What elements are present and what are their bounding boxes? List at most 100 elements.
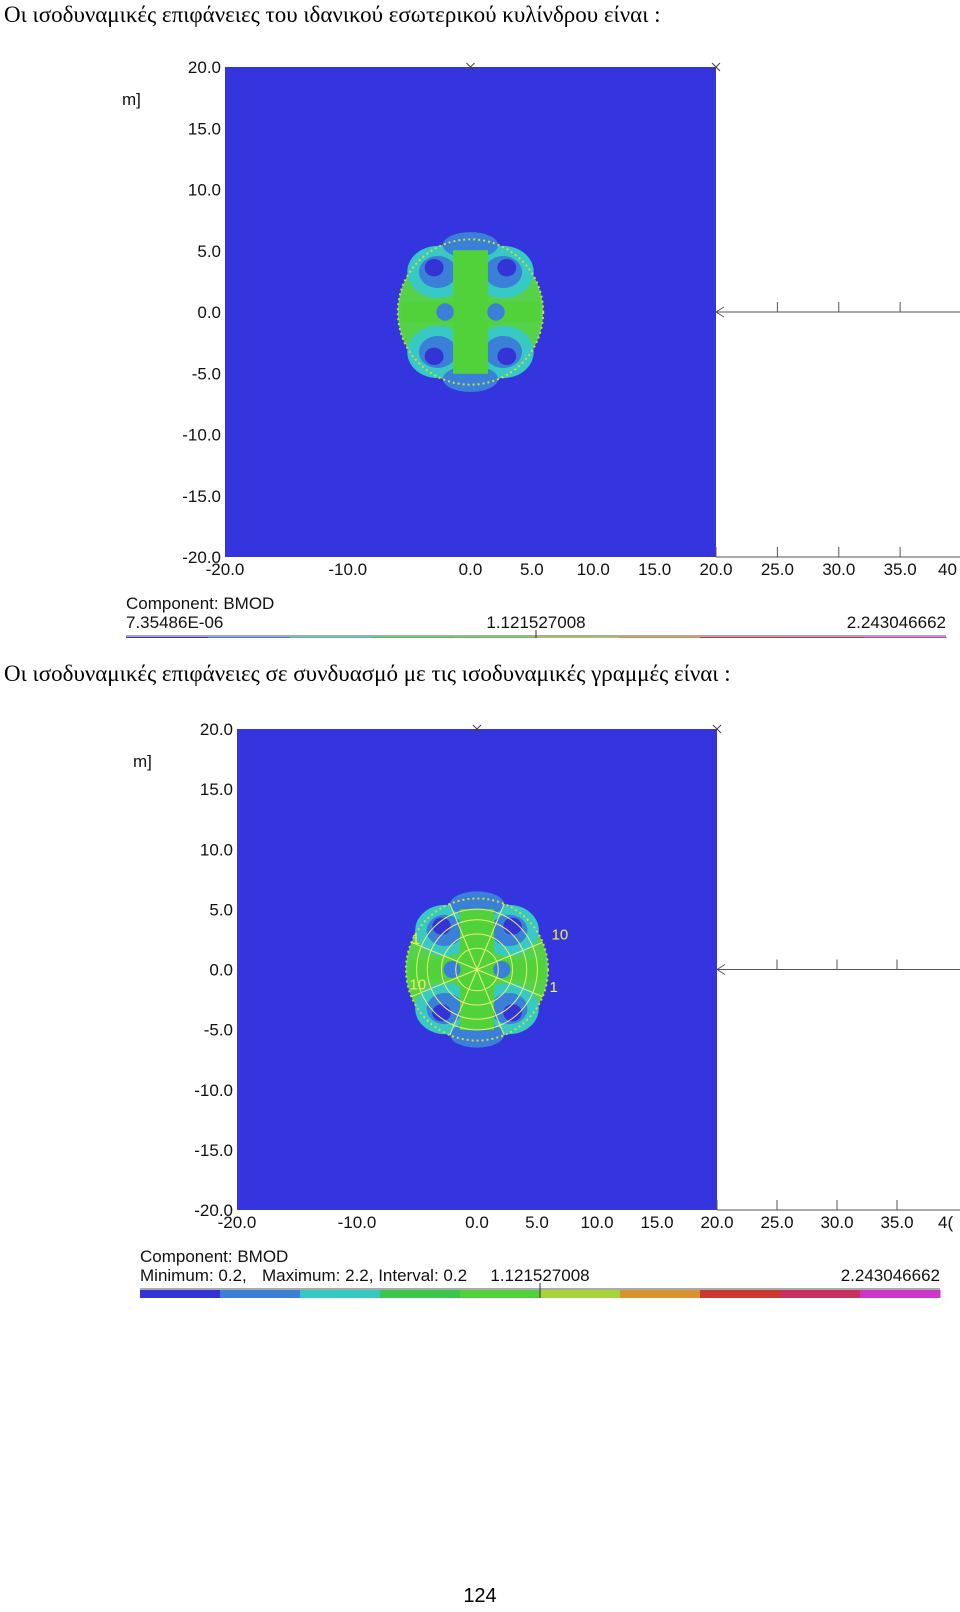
- contour-ray: [449, 969, 478, 1036]
- axis-marker: [711, 62, 721, 72]
- y-tick-label: -5.0: [192, 364, 221, 383]
- lobe-core: [497, 347, 517, 366]
- axis-arrow: [715, 306, 725, 318]
- x-tick-label: 30.0: [822, 560, 855, 579]
- side-spot-right: [487, 303, 505, 321]
- lobe-core: [497, 258, 517, 277]
- cylinder-rim: [396, 238, 545, 386]
- cross-horizontal: [401, 301, 540, 323]
- color-scale-band: [540, 1290, 621, 1298]
- legend-max: 2.243046662: [847, 613, 946, 632]
- y-tick-label: 10.0: [200, 840, 233, 859]
- caption-second: Οι ισοδυναμικές επιφάνειες σε συνδυασμό …: [4, 661, 731, 686]
- legend-component: Component: BMOD: [140, 1247, 288, 1266]
- x-tick-label: 30.0: [820, 1213, 853, 1232]
- x-tick-label: 15.0: [640, 1213, 673, 1232]
- y-tick-label: -20.0: [194, 1201, 233, 1220]
- x-tick-label: -10.0: [328, 560, 367, 579]
- color-scale-band: [782, 637, 865, 638]
- color-scale-band: [864, 637, 947, 638]
- color-scale-band: [700, 637, 783, 638]
- y-tick-label: 10.0: [188, 181, 221, 200]
- color-scale-band: [372, 637, 455, 638]
- cylinder-rim: [404, 897, 550, 1042]
- color-scale-band: [380, 1290, 461, 1298]
- y-tick-label: -10.0: [182, 426, 221, 445]
- contour-ray: [476, 941, 543, 970]
- x-tick-label: 20.0: [699, 560, 732, 579]
- axis-marker: [712, 724, 722, 734]
- y-axis-unit-fragment: m]: [122, 90, 141, 109]
- contour-ring: [426, 919, 528, 1020]
- contour-ray: [476, 969, 543, 998]
- color-scale-band: [300, 1290, 381, 1298]
- legend-mid: 1.121527008: [486, 613, 585, 632]
- color-scale-band: [536, 637, 619, 638]
- y-tick-label: 5.0: [209, 900, 233, 919]
- figure-2: 10 10 1 1 20.0 15.0 10.0 5.0 0.0 -5.0 -10.0 -15.0 -2…: [0, 718, 960, 1298]
- lobe-core: [424, 258, 444, 277]
- contour-ring: [440, 933, 514, 1006]
- contour-label: 1: [412, 931, 420, 948]
- axis-arrow: [716, 964, 726, 975]
- contour-ring: [455, 947, 499, 992]
- y-tick-label: -20.0: [182, 548, 221, 567]
- contour-ray: [411, 941, 478, 970]
- contour-ray: [476, 903, 505, 970]
- side-spot-right: [493, 960, 511, 979]
- color-scale-band: [220, 1290, 301, 1298]
- x-tick-label: 35.0: [884, 560, 917, 579]
- contour-ray: [449, 903, 478, 970]
- color-scale-band: [140, 1290, 221, 1298]
- color-scale-band: [620, 1290, 701, 1298]
- legend-component: Component: BMOD: [126, 594, 274, 613]
- y-tick-label: -15.0: [194, 1141, 233, 1160]
- cylinder-field-pattern: [396, 232, 545, 392]
- legend-extra: Maximum: 2.2, Interval: 0.2: [262, 1266, 467, 1285]
- color-scale-band: [700, 1290, 781, 1298]
- equipotential-plot-1: 20.0 15.0 10.0 5.0 0.0 -5.0 -10.0 -15.0 -20.0 m] -…: [122, 58, 960, 638]
- contour-ray: [476, 969, 505, 1036]
- x-tick-label: 0.0: [465, 1213, 489, 1232]
- x-tick-label: 5.0: [525, 1213, 549, 1232]
- side-spot-left: [436, 303, 454, 321]
- y-tick-label: 20.0: [188, 58, 221, 77]
- x-tick-label: 0.0: [459, 560, 483, 579]
- color-scale-band: [460, 1290, 541, 1298]
- x-tick-label: 20.0: [700, 1213, 733, 1232]
- x-tick-label: -20.0: [206, 560, 245, 579]
- x-tick-label: 25.0: [761, 560, 794, 579]
- y-axis-unit-fragment: m]: [133, 752, 152, 771]
- y-tick-label: -10.0: [194, 1081, 233, 1100]
- page-number: 124: [463, 1585, 497, 1607]
- color-scale-band: [208, 637, 291, 638]
- x-tick-label: 4(: [938, 1213, 953, 1232]
- color-scale-band: [126, 637, 209, 638]
- figure-1: 20.0 15.0 10.0 5.0 0.0 -5.0 -10.0 -15.0 -20.0 m] -…: [0, 58, 960, 638]
- side-spot-left: [443, 960, 461, 979]
- color-scale-band: [780, 1290, 861, 1298]
- contour-ring: [416, 908, 538, 1031]
- x-tick-label: 25.0: [760, 1213, 793, 1232]
- y-tick-label: -5.0: [204, 1021, 233, 1040]
- caption-first: Οι ισοδυναμικές επιφάνειες του ιδανικού …: [4, 2, 661, 27]
- x-tick-label: 35.0: [880, 1213, 913, 1232]
- y-tick-label: 5.0: [197, 242, 221, 261]
- x-tick-label: 15.0: [638, 560, 671, 579]
- y-tick-label: 0.0: [197, 303, 221, 322]
- color-scale-band: [290, 637, 373, 638]
- axis-marker: [472, 724, 482, 734]
- x-tick-label: 10.0: [577, 560, 610, 579]
- axis-marker: [466, 62, 475, 72]
- color-scale-band: [454, 637, 537, 638]
- legend-min: Minimum: 0.2,: [140, 1266, 247, 1285]
- contour-ray: [411, 969, 478, 998]
- contour-lines: [411, 903, 543, 1036]
- y-tick-label: 15.0: [188, 119, 221, 138]
- x-tick-label: 5.0: [520, 560, 544, 579]
- color-scale-band: [860, 1290, 941, 1298]
- contour-label: 10: [410, 976, 427, 993]
- x-tick-label: 10.0: [580, 1213, 613, 1232]
- contour-label: 1: [549, 979, 557, 996]
- equipotential-plot-2: 10 10 1 1 20.0 15.0 10.0 5.0 0.0 -5.0 -10.0 -15.0 -2…: [133, 720, 960, 1298]
